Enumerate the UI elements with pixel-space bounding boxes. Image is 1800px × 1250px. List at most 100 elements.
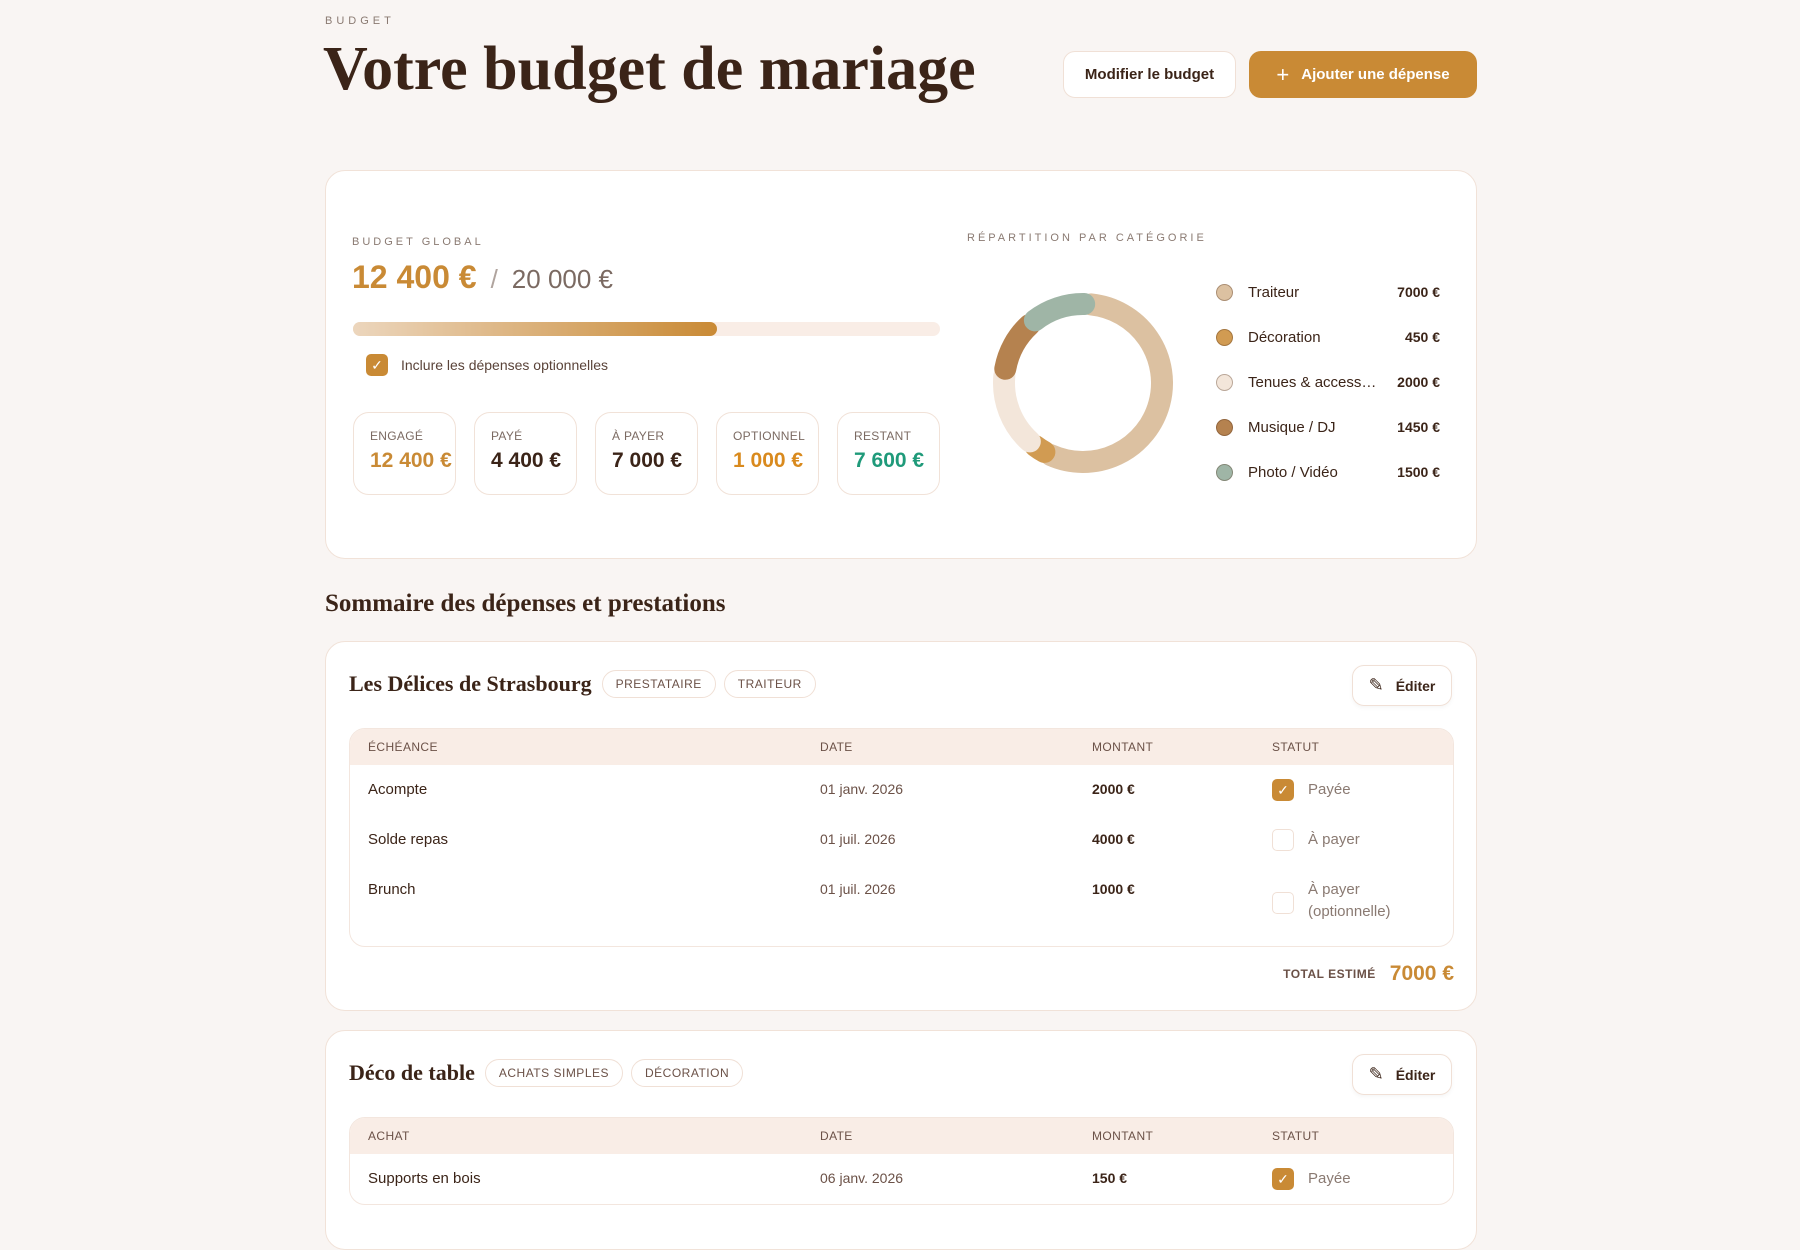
legend-label: Traiteur — [1248, 283, 1300, 301]
row-date: 01 juil. 2026 — [820, 831, 896, 847]
row-status: À payer — [1308, 829, 1360, 851]
include-optional-label: Inclure les dépenses optionnelles — [401, 357, 609, 373]
legend-value: 7000 € — [1397, 284, 1440, 300]
page-title: Votre budget de mariage — [323, 35, 976, 103]
table-header: ÉCHÉANCE DATE MONTANT STATUT — [350, 729, 1453, 765]
checkbox-checked-icon[interactable]: ✓ — [1272, 1168, 1294, 1190]
separator: / — [490, 264, 498, 294]
table-row: Solde repas 01 juil. 2026 4000 € À payer — [350, 815, 1453, 865]
vendor-header: Les Délices de Strasbourg PRESTATAIRE TR… — [349, 670, 816, 698]
plus-icon: + — [1276, 61, 1290, 87]
budget-progress-bar — [353, 322, 940, 336]
tag-chip: TRAITEUR — [723, 670, 816, 698]
edit-label: Éditer — [1395, 677, 1436, 694]
donut-segment-traiteur — [1039, 293, 1173, 473]
legend-value: 2000 € — [1397, 374, 1440, 390]
col-header: MONTANT — [1092, 740, 1154, 754]
section-title: Sommaire des dépenses et prestations — [325, 590, 726, 617]
add-expense-label: Ajouter une dépense — [1301, 66, 1450, 83]
col-header: ÉCHÉANCE — [368, 740, 438, 754]
legend-label: Décoration — [1248, 328, 1321, 346]
edit-label: Éditer — [1395, 1066, 1436, 1083]
row-date: 06 janv. 2026 — [820, 1170, 904, 1186]
stat-card: ENGAGÉ 12 400 € — [353, 412, 456, 495]
row-item: Acompte — [368, 781, 428, 798]
table-row: Supports en bois 06 janv. 2026 150 € ✓ P… — [350, 1154, 1453, 1204]
category-chart-title: RÉPARTITION PAR CATÉGORIE — [967, 232, 1207, 244]
legend-label: Photo / Vidéo — [1248, 463, 1338, 481]
checkbox-checked-icon[interactable]: ✓ — [366, 354, 388, 376]
budget-progress-fill — [353, 322, 717, 336]
row-status: Payée — [1308, 779, 1351, 801]
col-header: STATUT — [1272, 1129, 1320, 1143]
row-amount: 4000 € — [1092, 831, 1135, 847]
stat-card: À PAYER 7 000 € — [595, 412, 698, 495]
vendor-name: Les Délices de Strasbourg — [349, 671, 592, 696]
vendor-card: Les Délices de Strasbourg PRESTATAIRE TR… — [325, 641, 1477, 1011]
col-header: DATE — [820, 740, 853, 754]
stat-value: 4 400 € — [491, 449, 562, 472]
legend-item: Traiteur 7000 € — [1216, 280, 1440, 304]
donut-segment-photo-vid-o — [1023, 293, 1096, 332]
status-text: Payée — [1308, 1170, 1351, 1187]
budget-global-label: BUDGET GLOBAL — [352, 236, 484, 248]
unpaid-checkbox[interactable] — [1272, 892, 1294, 918]
include-optional-toggle[interactable]: ✓ Inclure les dépenses optionnelles — [366, 354, 608, 376]
paid-checkbox[interactable]: ✓ — [1272, 779, 1294, 801]
stat-label: OPTIONNEL — [733, 429, 806, 443]
checkbox-empty-icon[interactable] — [1272, 829, 1294, 851]
stat-label: À PAYER — [612, 429, 665, 443]
legend-swatch — [1216, 328, 1233, 346]
stat-value: 12 400 € — [370, 449, 452, 472]
status-note: (optionnelle) — [1308, 903, 1391, 920]
spent-amount: 12 400 € — [352, 259, 477, 295]
edit-vendor-button[interactable]: ✎ Éditer — [1352, 1054, 1452, 1095]
budget-amounts: 12 400 € / 20 000 € — [352, 259, 613, 296]
col-header: DATE — [820, 1129, 853, 1143]
legend-item: Décoration 450 € — [1216, 325, 1440, 349]
stat-card: RESTANT 7 600 € — [837, 412, 940, 495]
donut-segment-musique-dj — [994, 313, 1041, 380]
legend-swatch — [1216, 373, 1233, 391]
legend-label: Musique / DJ — [1248, 418, 1336, 436]
vendor-name: Déco de table — [349, 1060, 475, 1085]
status-text: À payer — [1308, 881, 1360, 898]
col-header: MONTANT — [1092, 1129, 1154, 1143]
total-label: TOTAL ESTIMÉ — [1283, 967, 1376, 981]
stat-card: OPTIONNEL 1 000 € — [716, 412, 819, 495]
add-expense-button[interactable]: + Ajouter une dépense — [1249, 51, 1477, 98]
stat-label: ENGAGÉ — [370, 429, 424, 443]
row-amount: 150 € — [1092, 1170, 1128, 1186]
table-row: Brunch 01 juil. 2026 1000 € À payer (opti… — [350, 865, 1453, 938]
category-donut-chart — [993, 293, 1173, 473]
row-item: Supports en bois — [368, 1170, 481, 1187]
stat-label: RESTANT — [854, 429, 912, 443]
legend-value: 450 € — [1404, 329, 1440, 345]
unpaid-checkbox[interactable] — [1272, 829, 1294, 855]
row-amount: 2000 € — [1092, 781, 1135, 797]
edit-budget-button[interactable]: Modifier le budget — [1063, 51, 1236, 98]
row-status: Payée — [1308, 1168, 1351, 1190]
checkbox-checked-icon[interactable]: ✓ — [1272, 779, 1294, 801]
legend-swatch — [1216, 283, 1233, 301]
total-value: 7000 € — [1389, 962, 1454, 985]
legend-item: Musique / DJ 1450 € — [1216, 415, 1440, 439]
legend-swatch — [1216, 463, 1233, 481]
edit-vendor-button[interactable]: ✎ Éditer — [1352, 665, 1452, 706]
stat-value: 7 600 € — [854, 449, 925, 472]
col-header: STATUT — [1272, 740, 1320, 754]
purchases-table: ACHAT DATE MONTANT STATUT Supports en bo… — [349, 1117, 1454, 1205]
page-eyebrow: BUDGET — [325, 15, 395, 27]
legend-swatch — [1216, 418, 1233, 436]
pencil-icon: ✎ — [1368, 1064, 1384, 1084]
status-text: Payée — [1308, 781, 1351, 798]
paid-checkbox[interactable]: ✓ — [1272, 1168, 1294, 1190]
pencil-icon: ✎ — [1368, 675, 1384, 695]
tag-chip: ACHATS SIMPLES — [484, 1059, 623, 1087]
stat-value: 7 000 € — [612, 449, 683, 472]
payments-table: ÉCHÉANCE DATE MONTANT STATUT Acompte 01 … — [349, 728, 1454, 947]
row-item: Solde repas — [368, 831, 449, 848]
stat-value: 1 000 € — [733, 449, 804, 472]
checkbox-empty-icon[interactable] — [1272, 892, 1294, 914]
legend-label: Tenues & access… — [1248, 373, 1377, 391]
